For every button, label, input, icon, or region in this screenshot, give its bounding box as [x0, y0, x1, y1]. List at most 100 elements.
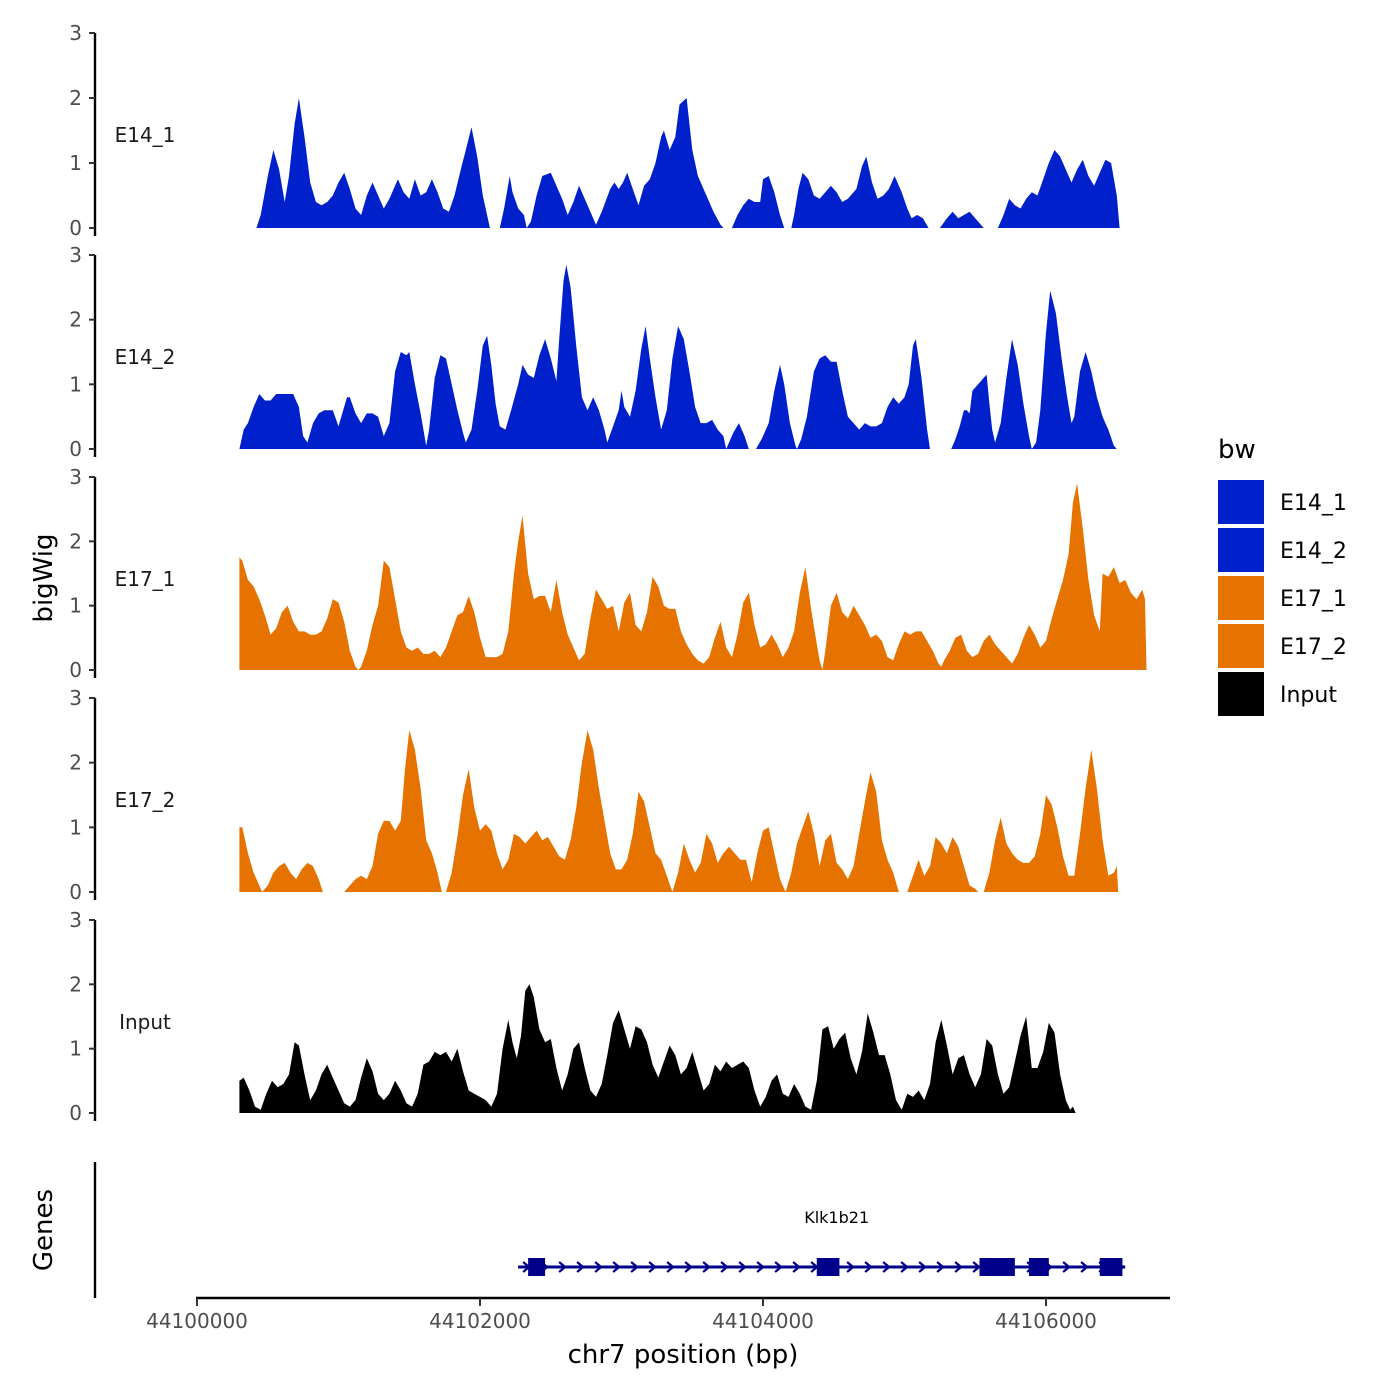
signal-area: [997, 150, 1120, 228]
signal-area: [939, 211, 984, 228]
legend-label: E17_2: [1280, 635, 1347, 660]
track-e14-2: 0 1 2 3 E14_2: [69, 243, 1117, 461]
x-tick-label: 44100000: [146, 1309, 248, 1333]
track-label: E14_1: [115, 123, 176, 147]
gene-klk1b21: Klk1b21: [518, 1208, 1126, 1276]
legend-item-e14-2: E14_2: [1218, 528, 1347, 572]
signal-area: [344, 730, 442, 892]
track-e14-1: 0 1 2 3 E14_1: [69, 21, 1120, 240]
legend-swatch: [1218, 624, 1264, 668]
y-tick-label: 1: [69, 815, 82, 839]
signal-area: [239, 483, 1147, 670]
strand-arrow: [594, 1261, 603, 1273]
y-tick-label: 0: [69, 658, 82, 682]
legend-swatch: [1218, 528, 1264, 572]
strand-arrow: [1080, 1261, 1089, 1273]
strand-arrow: [666, 1261, 675, 1273]
legend-label: E14_1: [1280, 491, 1347, 516]
strand-arrow: [864, 1261, 873, 1273]
strand-arrow: [648, 1261, 657, 1273]
legend-items: E14_1 E14_2 E17_1 E17_2 Input: [1218, 480, 1347, 716]
gene-models: Klk1b21: [518, 1208, 1126, 1276]
y-tick-label: 1: [69, 594, 82, 618]
track-label: Input: [119, 1010, 171, 1034]
y-tick-label: 1: [69, 372, 82, 396]
legend-title: bw: [1218, 435, 1256, 465]
legend-item-e17-2: E17_2: [1218, 624, 1347, 668]
y-tick-label: 0: [69, 216, 82, 240]
gene-exon: [1099, 1258, 1123, 1276]
signal-area: [907, 837, 979, 892]
x-tick-label: 44102000: [429, 1309, 531, 1333]
y-tick-label: 3: [69, 243, 82, 267]
gene-exon: [528, 1258, 546, 1276]
y-tick-label: 2: [69, 308, 82, 332]
strand-arrow: [846, 1261, 855, 1273]
gene-label: Klk1b21: [804, 1208, 869, 1227]
y-tick-label: 0: [69, 1101, 82, 1125]
strand-arrow: [954, 1261, 963, 1273]
track-e17-2: 0 1 2 3 E17_2: [69, 686, 1119, 904]
y-tick-label: 1: [69, 151, 82, 175]
y-tick-label: 2: [69, 751, 82, 775]
x-tick-label: 44104000: [712, 1309, 814, 1333]
legend-item-e14-1: E14_1: [1218, 480, 1347, 524]
legend-label: E17_1: [1280, 587, 1347, 612]
strand-arrow: [630, 1261, 639, 1273]
strand-arrow: [882, 1261, 891, 1273]
strand-arrow: [576, 1261, 585, 1273]
track-label: E17_1: [115, 567, 176, 591]
y-axis-title: bigWig: [29, 533, 59, 622]
legend-swatch: [1218, 672, 1264, 716]
strand-arrow: [612, 1261, 621, 1273]
x-axis: 44100000 44102000 44104000 44106000: [146, 1296, 1170, 1333]
legend-swatch: [1218, 576, 1264, 620]
strand-arrow: [684, 1261, 693, 1273]
strand-arrow: [972, 1261, 981, 1273]
y-tick-label: 3: [69, 465, 82, 489]
track-label: E14_2: [115, 345, 176, 369]
y-tick-label: 0: [69, 880, 82, 904]
y-tick-label: 2: [69, 86, 82, 110]
strand-arrow: [918, 1261, 927, 1273]
signal-area: [239, 264, 749, 449]
genes-axis-title: Genes: [29, 1189, 59, 1271]
signal-area: [731, 176, 785, 228]
legend-item-input: Input: [1218, 672, 1337, 716]
legend: bw E14_1 E14_2 E17_1 E17_2 Input: [1218, 435, 1347, 716]
track-input: 0 1 2 3 Input: [69, 908, 1076, 1125]
strand-arrow: [702, 1261, 711, 1273]
y-tick-label: 2: [69, 529, 82, 553]
signal-area: [499, 98, 724, 228]
y-tick-label: 2: [69, 972, 82, 996]
legend-swatch: [1218, 480, 1264, 524]
signal-area: [983, 749, 1119, 892]
legend-item-e17-1: E17_1: [1218, 576, 1347, 620]
signal-tracks: 0 1 2 3 E14_1 0 1 2 3 E14_2 0 1 2 3 E17_1 0 1 2 3 E17_2 0 1 2 3…: [69, 21, 1147, 1125]
signal-area: [446, 730, 899, 892]
strand-arrow: [792, 1261, 801, 1273]
signal-area: [256, 98, 490, 228]
x-tick-label: 44106000: [995, 1309, 1097, 1333]
x-axis-title: chr7 position (bp): [568, 1340, 799, 1370]
strand-arrow: [774, 1261, 783, 1273]
strand-arrow: [558, 1261, 567, 1273]
strand-arrow: [900, 1261, 909, 1273]
signal-area: [951, 290, 1117, 449]
track-label: E17_2: [115, 788, 176, 812]
gene-exon: [1029, 1258, 1049, 1276]
y-tick-label: 0: [69, 437, 82, 461]
signal-area: [239, 984, 1076, 1113]
y-tick-label: 3: [69, 686, 82, 710]
signal-area: [239, 827, 323, 892]
y-tick-label: 1: [69, 1037, 82, 1061]
gene-exon: [979, 1258, 1015, 1276]
signal-area: [755, 339, 930, 449]
gene-exon: [816, 1258, 840, 1276]
genes-panel: Klk1b21: [93, 1162, 1126, 1298]
y-tick-label: 3: [69, 908, 82, 932]
strand-arrow: [936, 1261, 945, 1273]
legend-label: Input: [1280, 683, 1337, 708]
x-axis-ticks: 44100000 44102000 44104000 44106000: [146, 1298, 1097, 1333]
